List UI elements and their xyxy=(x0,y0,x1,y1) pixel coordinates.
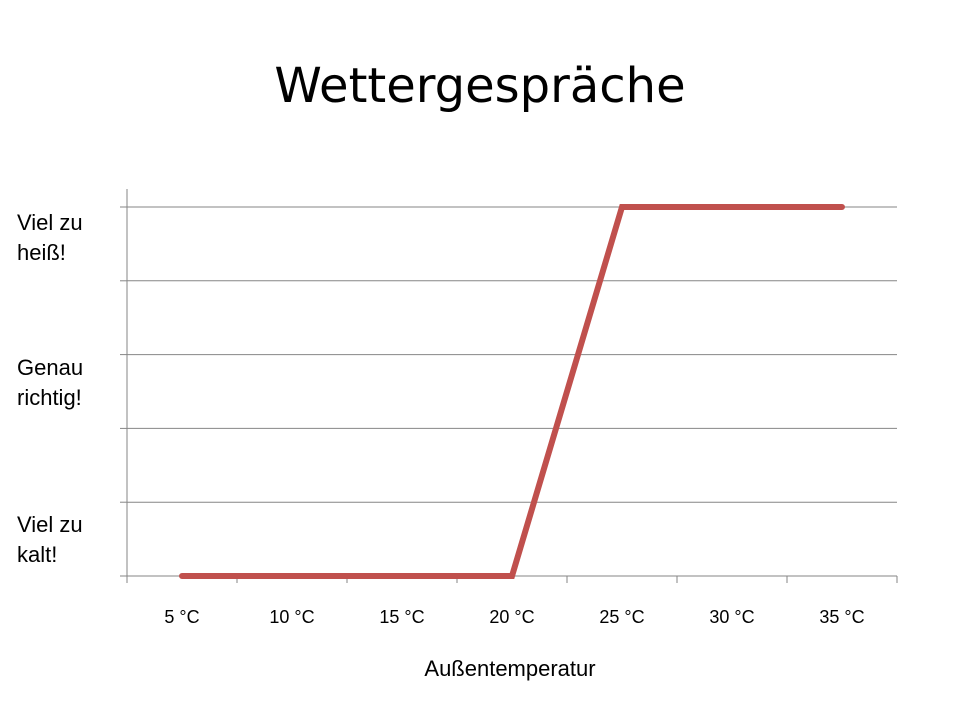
gridlines xyxy=(127,206,897,503)
x-tick-labels: 5 °C 10 °C 15 °C 20 °C 25 °C 30 °C 35 °C xyxy=(164,607,864,627)
x-tick-label: 15 °C xyxy=(379,607,424,627)
x-tick-label: 10 °C xyxy=(269,607,314,627)
axes xyxy=(120,189,898,583)
y-label-hot-line-1: Viel zu xyxy=(17,210,83,235)
series-line-0 xyxy=(179,204,845,579)
x-axis-title: Außentemperatur xyxy=(424,656,596,681)
y-label-right: Genau richtig! xyxy=(17,353,117,413)
y-label-hot: Viel zu heiß! xyxy=(17,208,117,268)
y-label-right-line-2: richtig! xyxy=(17,385,82,410)
x-tick-label: 20 °C xyxy=(489,607,534,627)
page-title: Wettergespräche xyxy=(274,58,686,114)
y-label-cold-line-1: Viel zu xyxy=(17,512,83,537)
x-tick-label: 30 °C xyxy=(709,607,754,627)
y-label-hot-line-2: heiß! xyxy=(17,240,66,265)
x-tick-label: 35 °C xyxy=(819,607,864,627)
x-tick-label: 5 °C xyxy=(164,607,199,627)
series xyxy=(179,204,845,579)
y-label-cold-line-2: kalt! xyxy=(17,542,58,567)
x-tick-label: 25 °C xyxy=(599,607,644,627)
y-label-cold: Viel zu kalt! xyxy=(17,510,117,570)
y-label-right-line-1: Genau xyxy=(17,355,84,380)
